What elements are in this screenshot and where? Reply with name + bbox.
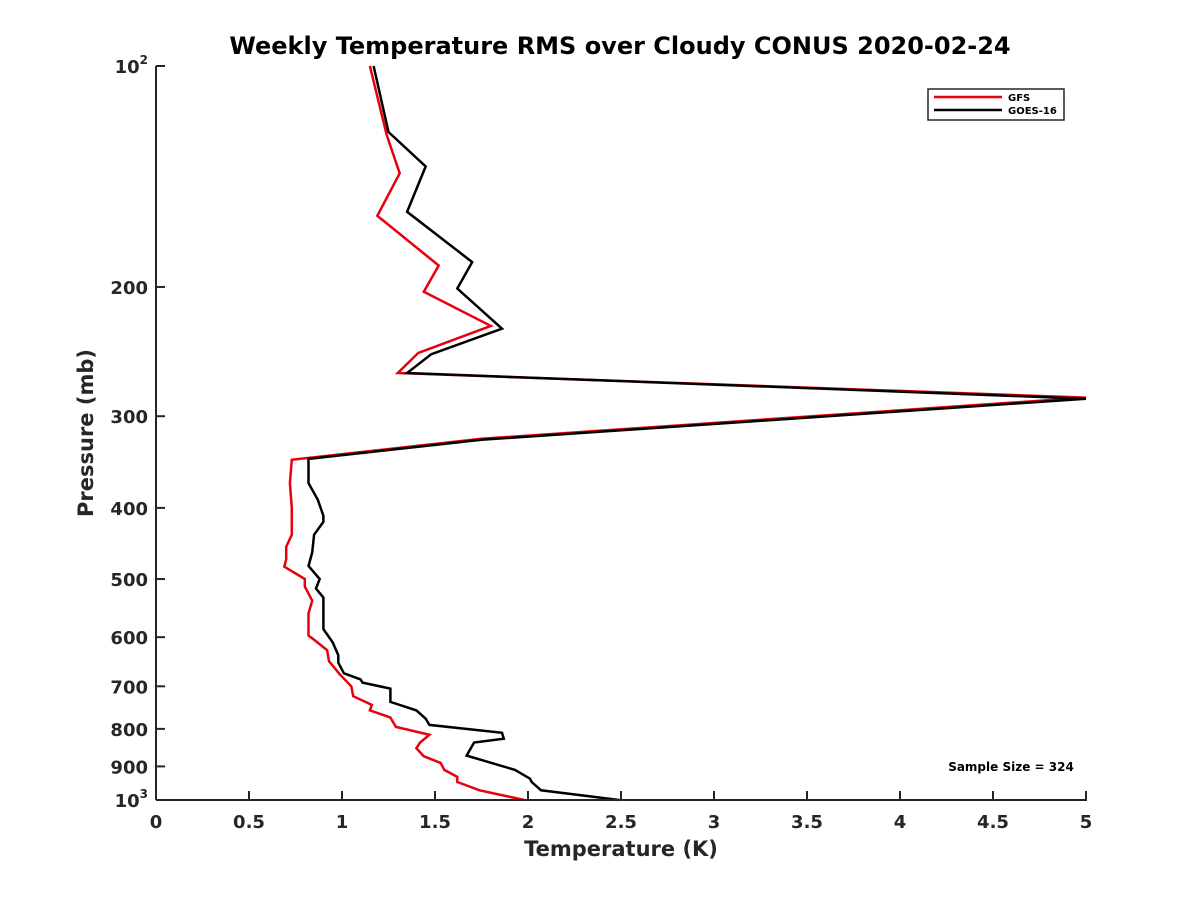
plot-area <box>282 65 1087 802</box>
y-tick-label: 200 <box>110 278 148 299</box>
x-axis-label: Temperature (K) <box>524 837 718 861</box>
y-tick-label-base: 500 <box>110 570 148 591</box>
x-tick-label: 3.5 <box>791 812 823 833</box>
legend-box <box>927 88 1065 121</box>
y-tick-label: 600 <box>110 628 148 649</box>
y-tick-label-base: 200 <box>110 278 148 299</box>
x-tick-label: 3 <box>708 812 721 833</box>
legend-label-goes16: GOES-16 <box>1008 106 1057 117</box>
y-tick-label-exponent: 2 <box>140 53 148 67</box>
y-tick-label: 800 <box>110 720 148 741</box>
x-tick-label: 2.5 <box>605 812 637 833</box>
y-axis-label: Pressure (mb) <box>74 349 98 517</box>
series-line-gfs <box>282 65 1087 802</box>
y-tick-label: 400 <box>110 499 148 520</box>
y-tick-label-base: 700 <box>110 677 148 698</box>
x-tick-label: 1.5 <box>419 812 451 833</box>
y-tick-label-base: 10 <box>115 791 140 812</box>
x-tick-label: 0 <box>150 812 163 833</box>
y-tick-label-base: 400 <box>110 499 148 520</box>
x-tick-label: 5 <box>1080 812 1093 833</box>
legend: GFS GOES-16 <box>927 88 1065 121</box>
x-tick-label: 4.5 <box>977 812 1009 833</box>
series-line-goes16 <box>307 65 1087 802</box>
x-tick-label: 0.5 <box>233 812 265 833</box>
y-tick-label-base: 900 <box>110 757 148 778</box>
legend-label-gfs: GFS <box>1008 93 1030 104</box>
y-tick-label-base: 800 <box>110 720 148 741</box>
y-tick-label: 700 <box>110 677 148 698</box>
y-tick-label-exponent: 3 <box>140 787 148 801</box>
y-tick-label-base: 10 <box>115 57 140 78</box>
sample-size-annotation: Sample Size = 324 <box>948 760 1074 774</box>
chart-title: Weekly Temperature RMS over Cloudy CONUS… <box>229 32 1010 60</box>
y-tick-label: 103 <box>115 787 148 812</box>
x-axis-ticks: 0 0.5 1 1.5 2 2.5 3 3.5 4 4.5 5 <box>150 791 1093 833</box>
y-tick-label-base: 600 <box>110 628 148 649</box>
x-tick-label: 2 <box>522 812 535 833</box>
x-tick-label: 1 <box>336 812 349 833</box>
y-tick-label-base: 300 <box>110 407 148 428</box>
y-tick-label: 300 <box>110 407 148 428</box>
y-tick-label: 900 <box>110 757 148 778</box>
y-tick-label: 500 <box>110 570 148 591</box>
y-tick-label: 102 <box>115 53 148 78</box>
x-tick-label: 4 <box>894 812 907 833</box>
